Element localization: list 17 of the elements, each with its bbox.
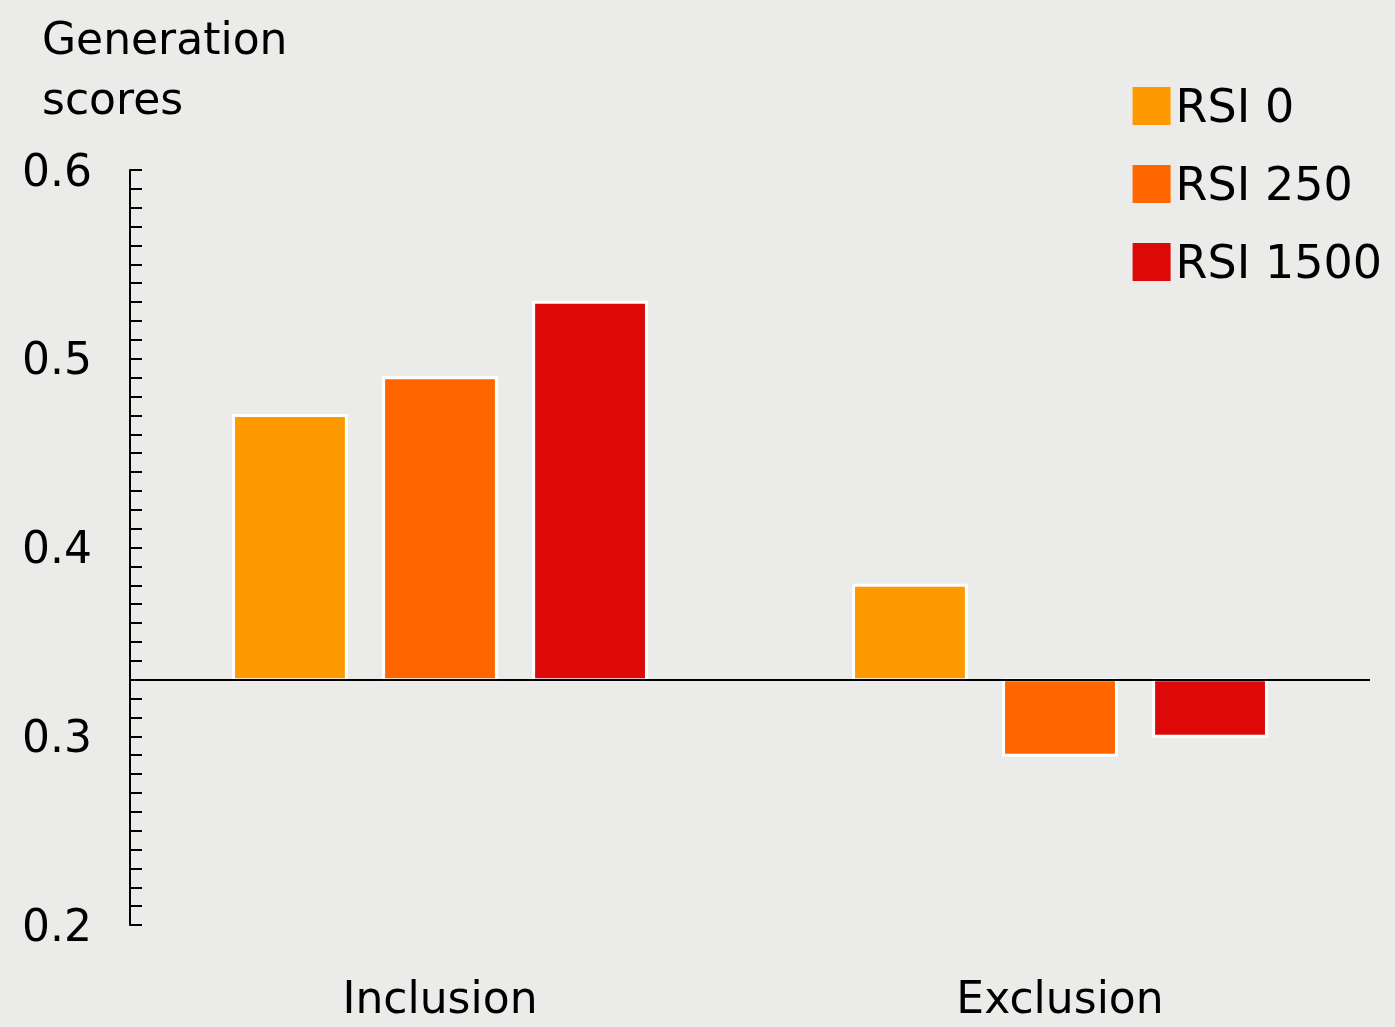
y-tick-label: 0.6 [22, 144, 92, 196]
bar [232, 413, 348, 682]
bar [852, 583, 968, 682]
y-tick-label: 0.5 [22, 333, 92, 385]
bar [382, 376, 498, 682]
x-tick-label: Exclusion [956, 971, 1164, 1023]
legend-label: RSI 250 [1175, 157, 1353, 211]
bar [1002, 678, 1118, 757]
y-tick-label: 0.3 [22, 710, 92, 762]
y-tick-label: 0.2 [22, 899, 92, 951]
y-axis-title: Generation scores [42, 12, 302, 124]
bar [1152, 678, 1268, 738]
y-tick-label: 0.4 [22, 522, 92, 573]
legend-label: RSI 0 [1175, 79, 1295, 133]
x-tick-label: Inclusion [342, 971, 538, 1023]
legend-label: RSI 1500 [1175, 235, 1383, 289]
bar [532, 300, 648, 682]
